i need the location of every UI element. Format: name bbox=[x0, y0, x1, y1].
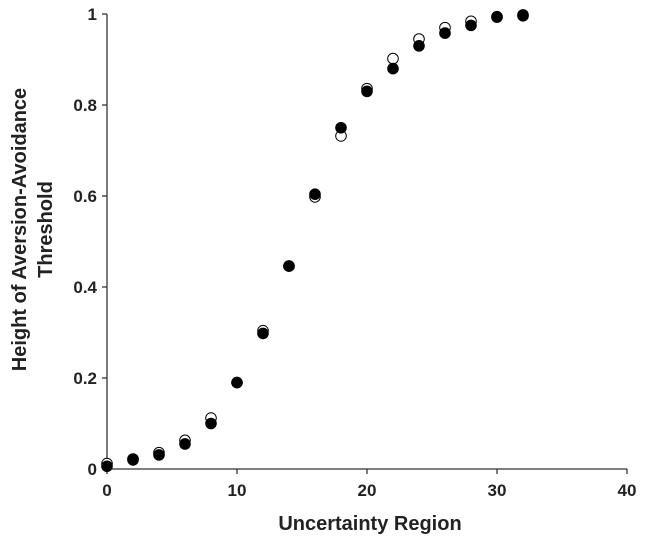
data-point-filled bbox=[205, 417, 217, 430]
y-axis-ticks: 0 0.2 0.4 0.6 0.8 1 bbox=[73, 5, 107, 479]
x-tick-label: 10 bbox=[228, 481, 247, 500]
axes bbox=[106, 14, 627, 470]
data-point-filled bbox=[127, 454, 139, 466]
y-tick-label: 0 bbox=[88, 460, 97, 479]
x-tick-label: 40 bbox=[618, 481, 637, 500]
x-tick-label: 20 bbox=[358, 481, 377, 500]
data-series bbox=[101, 9, 529, 473]
y-axis-title-line: Threshold bbox=[35, 181, 57, 278]
data-point-filled bbox=[465, 19, 477, 32]
series-filled-circles bbox=[101, 10, 529, 473]
y-tick-label: 0.8 bbox=[73, 96, 97, 115]
data-point-filled bbox=[387, 62, 399, 75]
data-point-filled bbox=[101, 460, 113, 473]
x-axis-ticks: 0 10 20 30 40 bbox=[102, 469, 636, 500]
data-point-open bbox=[387, 52, 399, 65]
data-point-filled bbox=[309, 188, 321, 200]
data-point-filled bbox=[413, 40, 425, 52]
data-point-filled bbox=[491, 11, 503, 23]
data-point-filled bbox=[179, 438, 191, 450]
y-tick-label: 0.6 bbox=[73, 187, 97, 206]
y-tick-label: 0.2 bbox=[73, 369, 97, 388]
data-point-filled bbox=[439, 27, 451, 39]
series-open-circles bbox=[101, 9, 529, 470]
y-tick-label: 0.4 bbox=[73, 278, 97, 297]
y-tick-label: 1 bbox=[88, 5, 97, 24]
y-axis-title-line: Height of Aversion-Avoidance bbox=[9, 88, 31, 371]
data-point-filled bbox=[361, 85, 373, 98]
x-tick-label: 30 bbox=[488, 481, 507, 500]
data-point-filled bbox=[257, 327, 269, 340]
data-point-filled bbox=[153, 449, 165, 461]
x-axis-title: Uncertainty Region bbox=[278, 513, 461, 535]
data-point-filled bbox=[283, 260, 295, 272]
data-point-filled bbox=[517, 10, 529, 22]
data-point-filled bbox=[335, 121, 347, 134]
x-tick-label: 0 bbox=[102, 481, 111, 500]
y-axis-title: Height of Aversion-Avoidance Threshold bbox=[9, 88, 57, 371]
data-point-filled bbox=[231, 376, 243, 389]
